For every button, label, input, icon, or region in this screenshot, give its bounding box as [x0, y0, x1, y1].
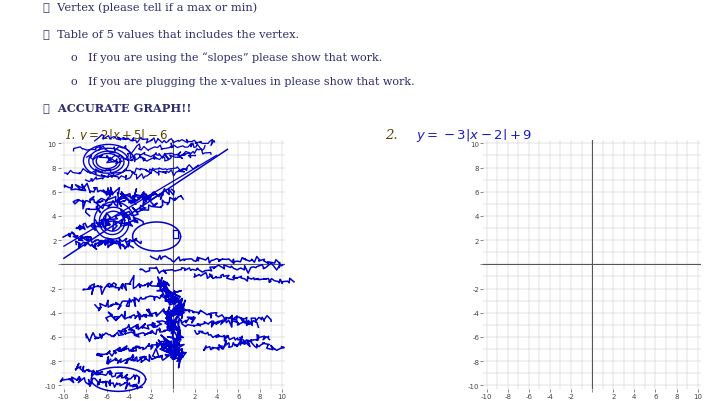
Text: ➤  Vertex (please tell if a max or min): ➤ Vertex (please tell if a max or min) [43, 3, 257, 13]
Text: 1.: 1. [64, 129, 76, 142]
Text: $y = 2|x + 5| - 6$: $y = 2|x + 5| - 6$ [79, 127, 168, 144]
Text: $y = -3|x - 2| + 9$: $y = -3|x - 2| + 9$ [416, 127, 533, 144]
Text: o   If you are plugging the x-values in please show that work.: o If you are plugging the x-values in pl… [71, 77, 414, 87]
Text: o   If you are using the “slopes” please show that work.: o If you are using the “slopes” please s… [71, 53, 382, 63]
Text: 2.: 2. [385, 129, 398, 142]
Text: ➤  ACCURATE GRAPH!!: ➤ ACCURATE GRAPH!! [43, 101, 191, 112]
Text: ➤  Table of 5 values that includes the vertex.: ➤ Table of 5 values that includes the ve… [43, 29, 299, 39]
